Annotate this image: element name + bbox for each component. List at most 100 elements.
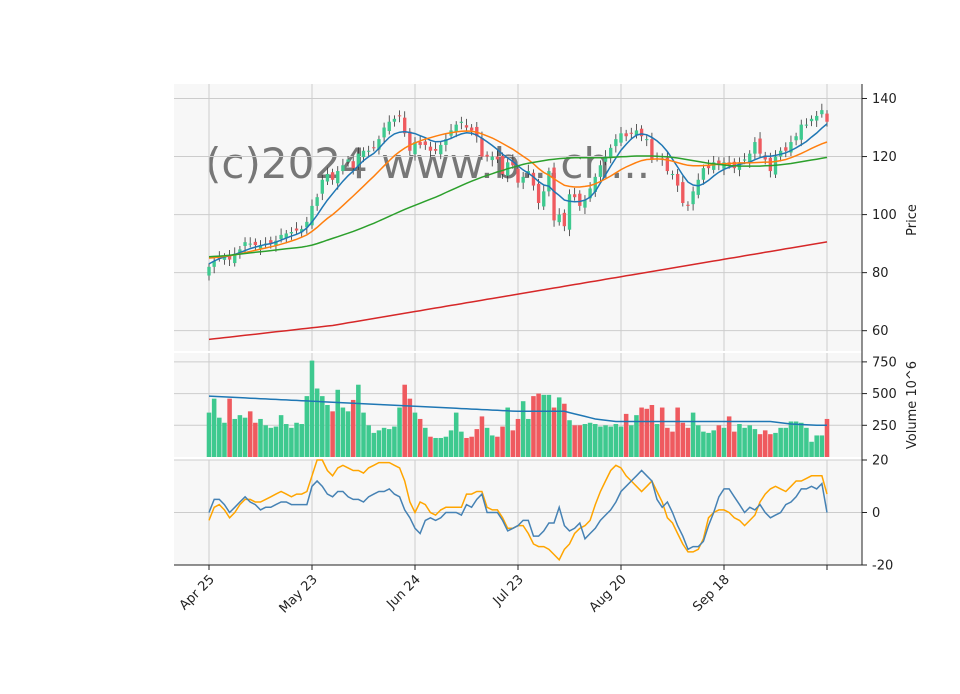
candle-body [583, 200, 587, 208]
volume-bar [417, 418, 423, 457]
volume-bar [768, 434, 773, 457]
candle-body [274, 240, 278, 246]
candle-body [490, 156, 494, 161]
candle-body [346, 159, 350, 162]
candle-body [681, 182, 685, 203]
volume-bar [639, 407, 644, 457]
oscillator-tick-label: 20 [872, 454, 889, 469]
volume-bar [510, 430, 516, 457]
volume-bar [716, 425, 722, 457]
candle-body [706, 164, 711, 169]
oscillator-tick-label: 0 [872, 506, 880, 521]
volume-tick-label: 750 [872, 355, 897, 370]
candle-body [531, 172, 536, 186]
volume-bar [453, 412, 459, 457]
candle-body [372, 147, 376, 149]
candle-body [413, 142, 417, 155]
volume-bar [819, 435, 825, 457]
volume-bar [680, 422, 686, 457]
volume-bar [675, 407, 680, 457]
candle-body [351, 161, 355, 169]
volume-axis-label: Volume 10^6 [905, 361, 920, 449]
volume-bar [629, 425, 634, 457]
volume-bar [618, 426, 624, 457]
candle-body [387, 121, 391, 132]
x-tick-label: Aug 20 [587, 572, 630, 615]
candle-body [670, 173, 675, 175]
candle-body [433, 149, 438, 151]
volume-bar [814, 435, 819, 457]
volume-bar [788, 421, 794, 457]
volume-bar [237, 415, 243, 457]
volume-bar [340, 407, 346, 457]
candle-body [258, 245, 263, 249]
volume-bar [520, 401, 526, 457]
sma-long-line [208, 155, 828, 258]
candle-body [500, 155, 505, 174]
volume-ma-line [208, 395, 827, 427]
candle-body [320, 179, 324, 194]
volume-bar [685, 427, 691, 457]
candle-body [588, 188, 592, 199]
volume-bar [345, 411, 351, 457]
price-axis-label: Price [905, 204, 920, 236]
candle-body [336, 171, 340, 184]
candle-body [300, 229, 304, 233]
volume-bar [325, 405, 330, 457]
candle-body [279, 234, 283, 239]
volume-bar [361, 412, 366, 457]
candle-body [366, 150, 371, 152]
candle-body [418, 142, 422, 145]
candle-body [629, 132, 633, 134]
volume-bar [536, 393, 541, 457]
volume-bar [721, 427, 727, 457]
volume-bar [670, 431, 675, 457]
volume-bar [479, 416, 485, 457]
candle-body [784, 147, 788, 151]
volume-bar [556, 397, 562, 457]
candle-body [562, 212, 567, 227]
candle-body [609, 147, 613, 159]
volume-bar [562, 403, 567, 457]
candle-body [397, 115, 402, 117]
candle-body [330, 172, 335, 180]
price-tick-label: 140 [872, 92, 897, 107]
candle-body [212, 261, 216, 267]
oscillator-tick-label: -20 [872, 559, 893, 574]
volume-bar [330, 411, 335, 457]
price-tick-label: 100 [872, 208, 897, 223]
volume-bar [381, 427, 387, 457]
candle-body [578, 193, 582, 206]
volume-bar [309, 360, 315, 457]
volume-bar [567, 420, 572, 457]
candle-body [511, 160, 515, 166]
volume-bar [412, 412, 418, 457]
volume-bar [335, 389, 341, 457]
candle-body [233, 253, 237, 264]
candle-body [624, 133, 628, 137]
volume-bar [283, 424, 289, 457]
volume-bar [489, 435, 495, 457]
candle-body [325, 173, 330, 182]
candle-body [686, 204, 690, 206]
volume-bar [747, 425, 753, 457]
volume-bar [824, 418, 830, 457]
volume-bar [793, 421, 799, 457]
x-tick-label: Sep 18 [690, 572, 733, 615]
volume-bar [649, 405, 655, 457]
volume-bar [732, 431, 737, 457]
volume-bar [505, 407, 510, 457]
volume-bar [356, 384, 361, 457]
volume-bar [644, 408, 650, 457]
volume-bar [572, 425, 577, 457]
candle-body [439, 144, 443, 155]
volume-bar [546, 394, 552, 457]
volume-bar [227, 398, 232, 457]
volume-bar [809, 441, 814, 457]
candle-body [356, 153, 361, 167]
volume-bar [263, 425, 268, 457]
candle-body [639, 128, 644, 137]
candle-body [377, 139, 381, 150]
volume-bar [222, 422, 227, 457]
volume-bar [711, 430, 716, 457]
